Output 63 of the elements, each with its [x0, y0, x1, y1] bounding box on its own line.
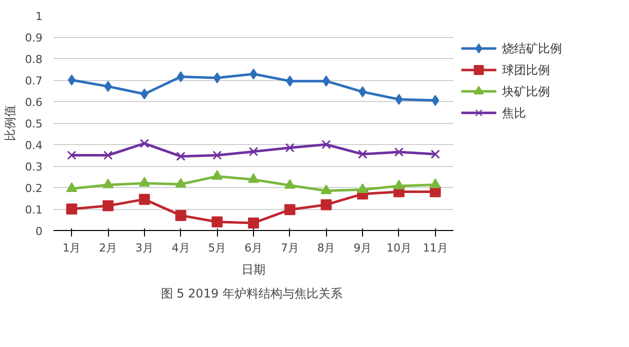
y-tick-label: 0.1	[25, 204, 43, 216]
point	[322, 140, 331, 150]
y-tick-label: 1	[36, 10, 42, 23]
point	[138, 176, 150, 187]
point	[320, 184, 332, 194]
y-tick-label: 0	[36, 225, 42, 238]
y-tick-label: 0.8	[25, 53, 43, 66]
x-tick-label: 10月	[386, 242, 412, 254]
point	[248, 173, 259, 183]
point	[67, 150, 76, 160]
y-tick-label: 0.5	[25, 118, 43, 130]
x-tick-label: 6月	[244, 242, 262, 254]
x-tick-label: 7月	[280, 242, 299, 254]
point	[394, 147, 404, 157]
y-tick-label: 0.9	[25, 32, 43, 44]
y-axis-title: 比例值	[3, 105, 18, 141]
point	[322, 76, 330, 87]
x-tick-label: 3月	[135, 242, 154, 254]
point	[285, 143, 295, 152]
point	[176, 71, 185, 82]
x-axis-title: 日期	[242, 262, 266, 276]
x-tick-label: 2月	[99, 242, 118, 254]
point	[431, 94, 440, 106]
point	[140, 138, 150, 148]
x-tick-label: 4月	[172, 242, 190, 254]
point	[320, 199, 332, 210]
point	[176, 152, 186, 161]
y-tick-label: 0.4	[25, 139, 43, 152]
point	[212, 150, 222, 160]
point	[175, 210, 186, 221]
legend-label: 焦比	[502, 106, 526, 120]
text: 图 5 2019 年炉料结构与焦比关系	[160, 286, 342, 300]
point	[66, 204, 78, 214]
legend-label: 烧结矿比例	[502, 42, 562, 56]
point	[393, 180, 404, 190]
point	[357, 183, 368, 194]
point	[248, 217, 259, 228]
point	[102, 178, 114, 188]
y-tick-label: 0.3	[25, 160, 43, 174]
legend-label: 球团比例	[502, 62, 550, 77]
point	[66, 182, 78, 192]
legend-label: 块矿比例	[500, 84, 550, 98]
point	[248, 146, 258, 156]
y-tick-label: 0.2	[25, 182, 43, 195]
point	[102, 200, 114, 212]
x-tick-label: 11月	[422, 242, 448, 254]
point	[212, 216, 223, 228]
x-tick-label: 1月	[62, 242, 81, 254]
x-tick-label: 5月	[208, 242, 226, 254]
point	[103, 150, 113, 160]
point	[175, 178, 186, 188]
x-tick-label: 8月	[317, 242, 336, 254]
point	[430, 150, 440, 159]
x-tick-label: 9月	[354, 242, 372, 254]
point	[430, 178, 441, 188]
point	[212, 170, 223, 180]
point	[284, 179, 296, 189]
point	[358, 150, 368, 159]
y-tick-label: 0.7	[25, 74, 43, 88]
point	[68, 74, 76, 86]
point	[138, 194, 150, 205]
point	[284, 204, 296, 216]
y-tick-label: 0.6	[25, 96, 43, 109]
